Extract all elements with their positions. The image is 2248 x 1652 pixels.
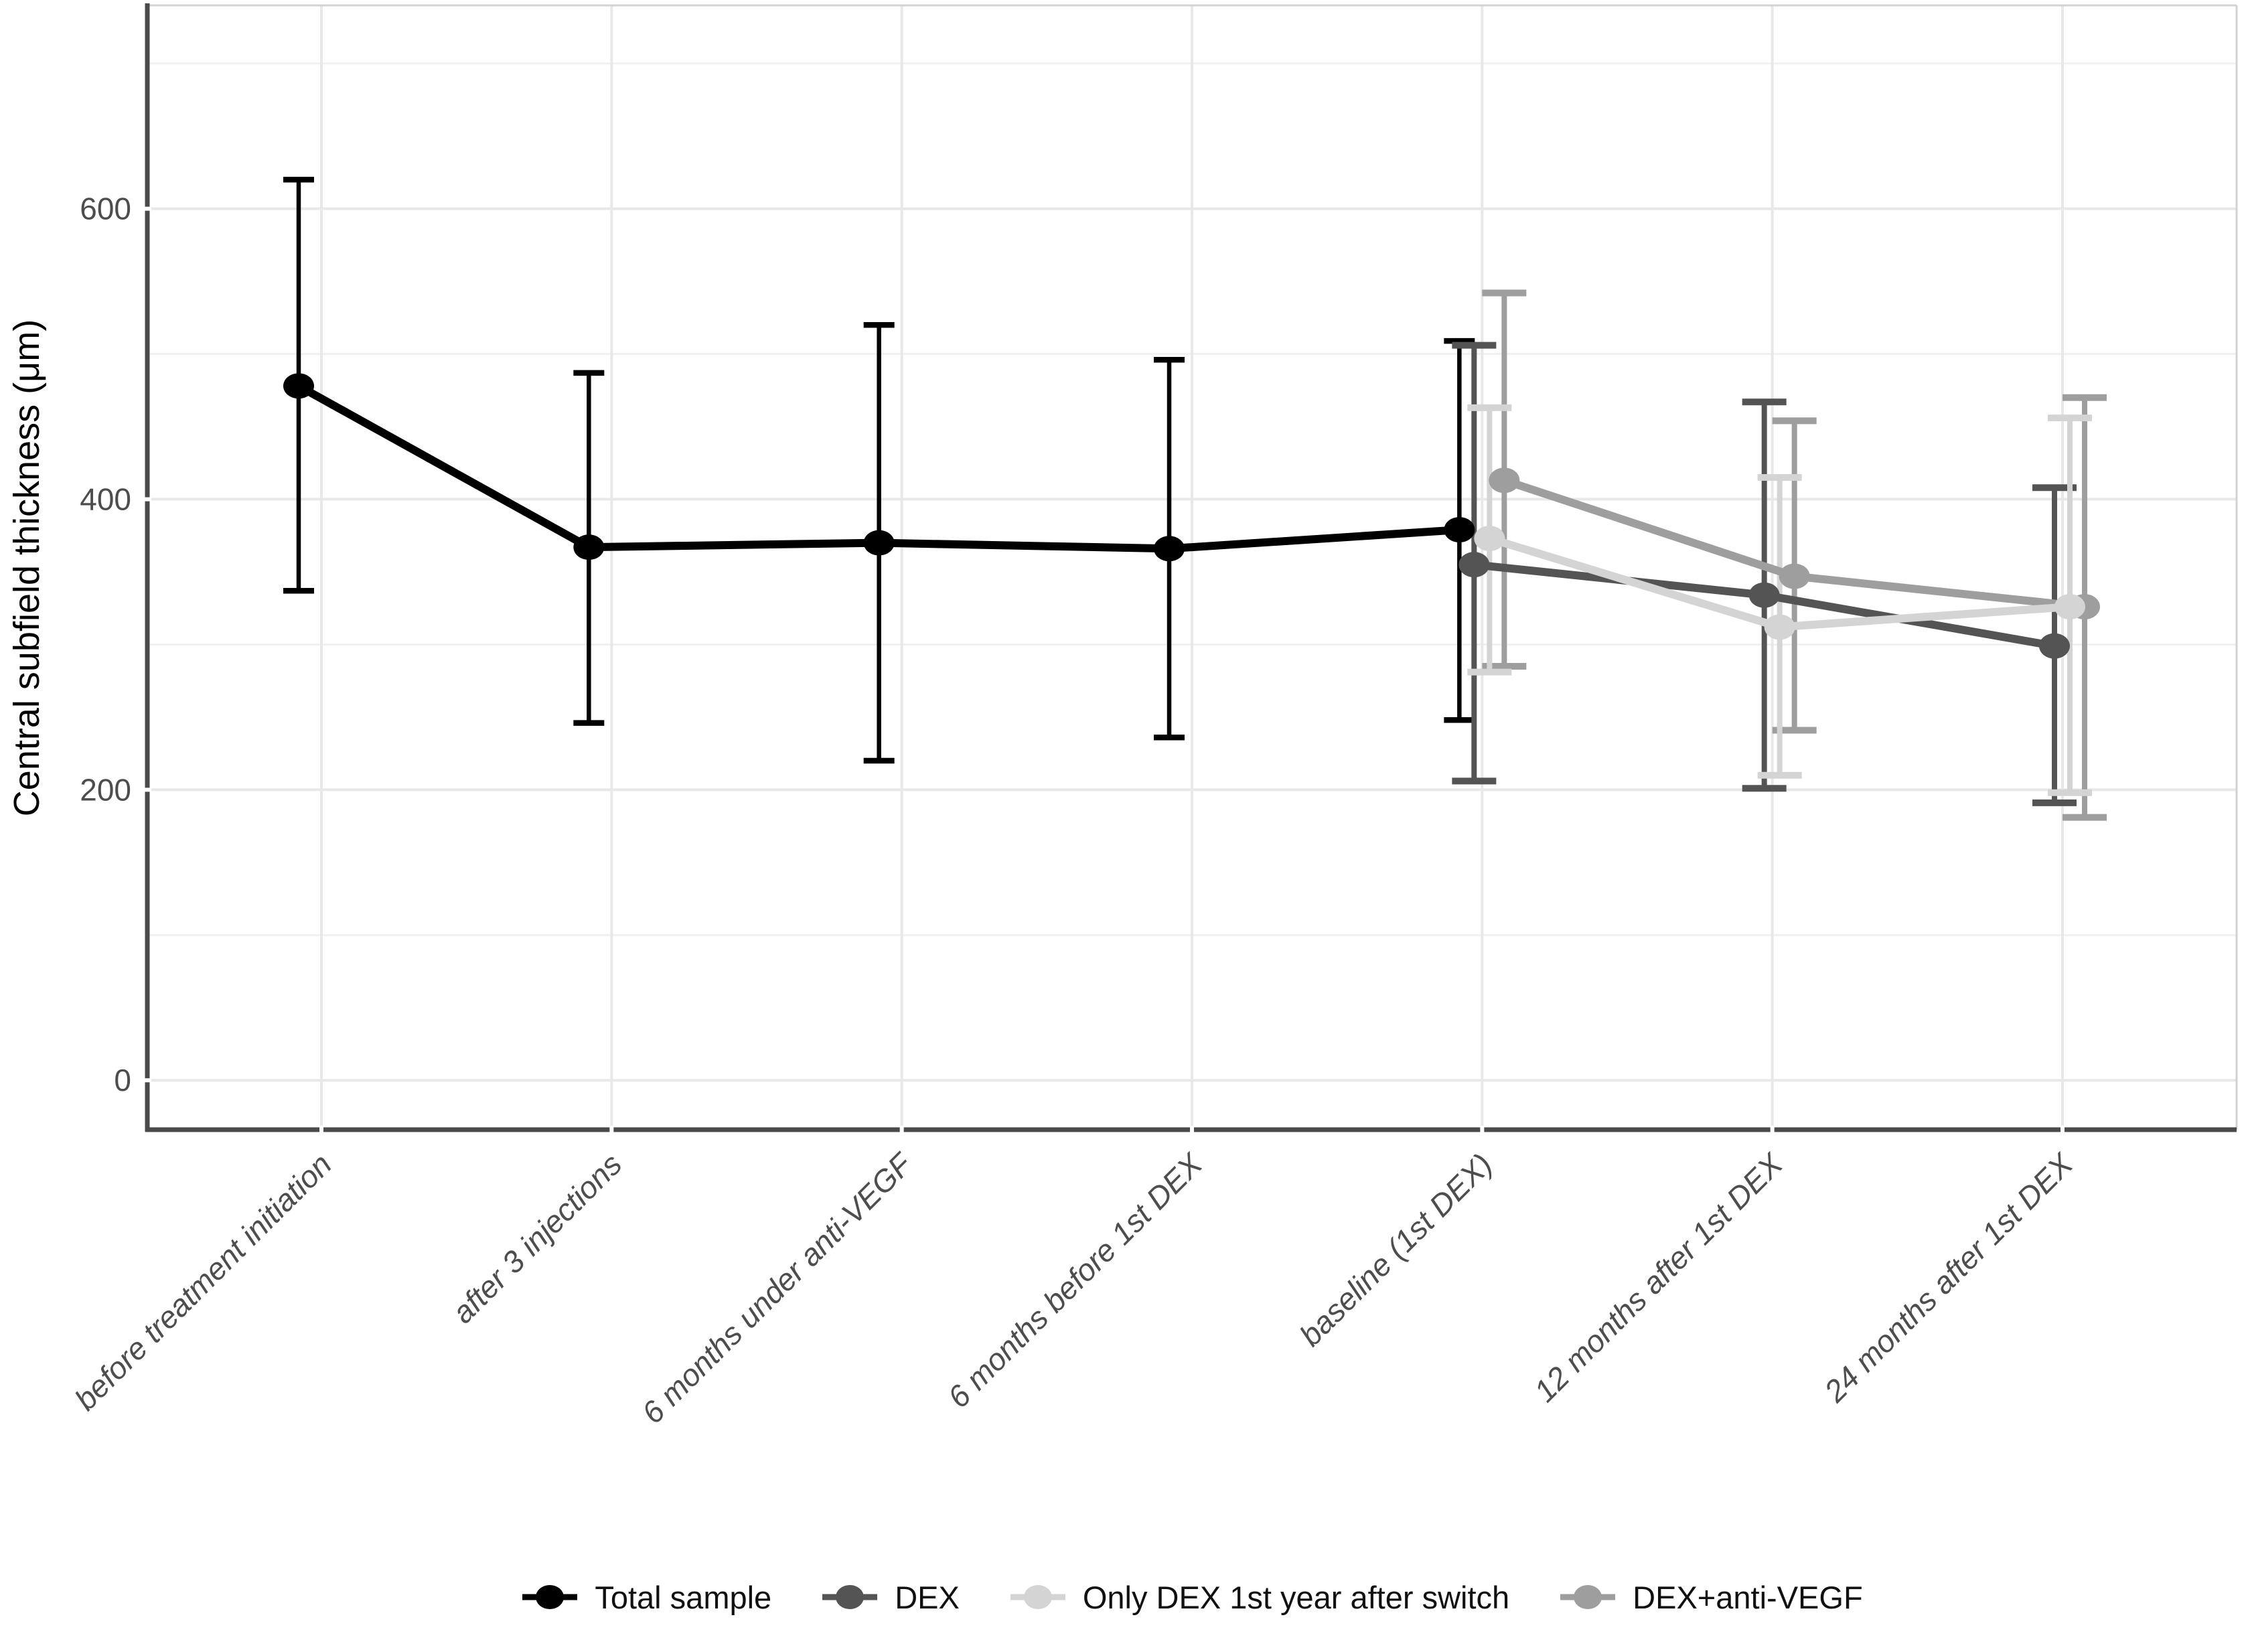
legend-item: Only DEX 1st year after switch: [1009, 1574, 1509, 1621]
legend-key-icon: [1010, 1585, 1065, 1609]
point-only-dex-1st-year-after-switch: [1474, 526, 1505, 552]
point-total-sample: [1444, 517, 1475, 543]
y-tick-label: 400: [80, 482, 131, 517]
point-total-sample: [573, 534, 605, 560]
legend: Total sample DEX Only DEX 1st year after s…: [147, 1560, 2237, 1634]
legend-label: DEX: [895, 1579, 960, 1615]
legend-key-point: [1023, 1585, 1052, 1609]
legend-key-point: [1574, 1585, 1602, 1609]
y-tick-label: 600: [80, 192, 131, 226]
legend-key-point: [536, 1585, 565, 1609]
y-tick-label: 200: [80, 772, 131, 807]
legend-label: Total sample: [595, 1579, 772, 1615]
legend-key-icon: [1560, 1585, 1616, 1609]
point-dex: [2039, 633, 2070, 659]
y-tick-label: 0: [114, 1063, 131, 1098]
point-total-sample: [283, 373, 314, 399]
point-dex+anti-vegf: [1779, 563, 1810, 589]
point-dex+anti-vegf: [1489, 467, 1520, 494]
point-only-dex-1st-year-after-switch: [2054, 594, 2085, 620]
y-axis-title: Central subfield thickness (μm): [7, 319, 47, 816]
point-only-dex-1st-year-after-switch: [1764, 614, 1795, 640]
legend-label: DEX+anti-VEGF: [1633, 1579, 1863, 1615]
legend-key-icon: [822, 1585, 878, 1609]
point-dex: [1748, 582, 1780, 608]
legend-item: DEX: [821, 1574, 960, 1621]
legend-key-point: [836, 1585, 865, 1609]
point-total-sample: [863, 530, 895, 556]
point-total-sample: [1154, 536, 1185, 562]
point-dex: [1458, 552, 1490, 578]
legend-item: DEX+anti-VEGF: [1559, 1574, 1863, 1621]
legend-item: Total sample: [521, 1574, 771, 1621]
legend-label: Only DEX 1st year after switch: [1082, 1579, 1510, 1615]
legend-key-icon: [522, 1585, 578, 1609]
